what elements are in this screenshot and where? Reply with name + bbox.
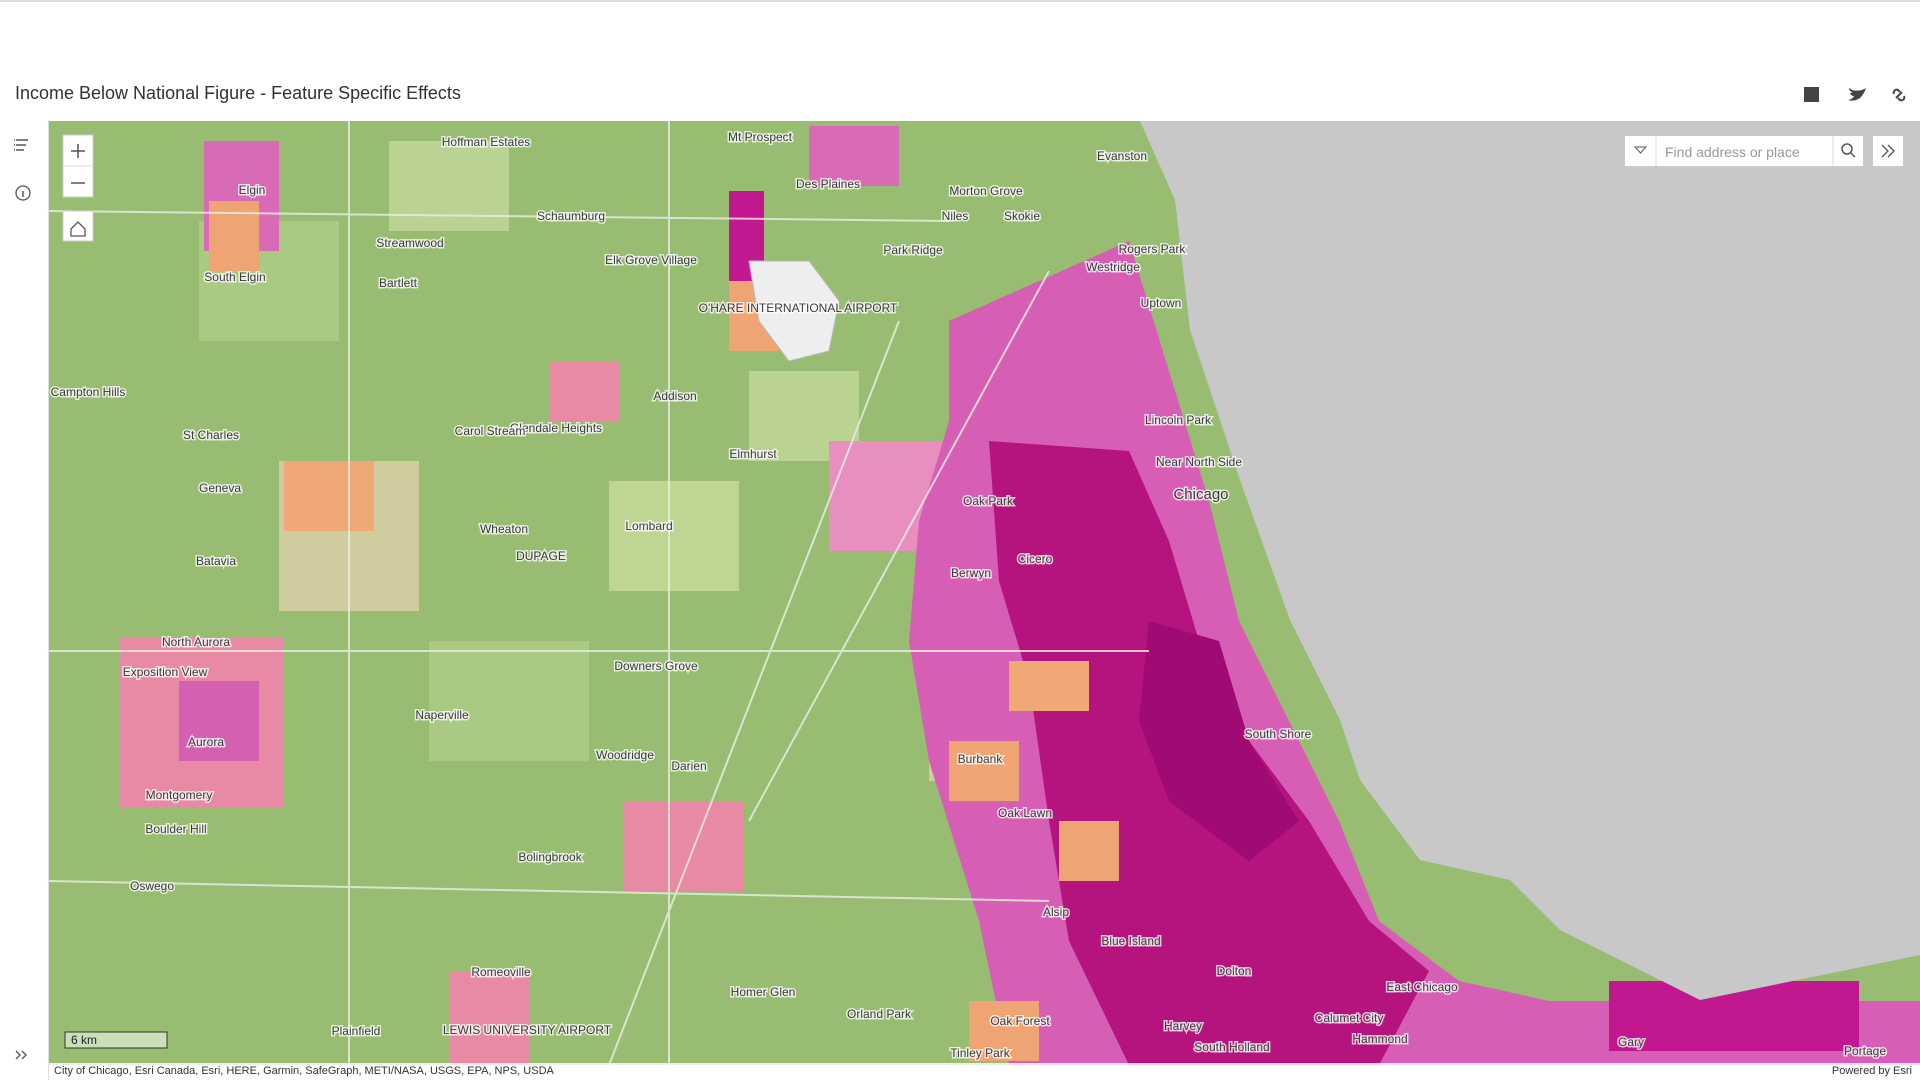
place-label: Elmhurst [729,447,777,461]
home-button[interactable] [70,221,86,237]
place-label: Naperville [415,708,469,722]
place-label: Bartlett [379,276,418,290]
expand-icon[interactable] [15,1050,27,1060]
place-label: Lincoln Park [1145,413,1212,427]
place-label: Glendale Heights [510,421,602,435]
place-label: Westridge [1086,260,1140,274]
place-label: Hoffman Estates [442,135,531,149]
place-label: Alsip [1043,905,1069,919]
place-label: Cicero [1018,552,1053,566]
link-icon[interactable] [1892,88,1906,102]
place-label: Schaumburg [537,209,605,223]
expand-panel[interactable] [1872,135,1904,167]
search-box[interactable]: Find address or place [1624,135,1864,167]
place-label: Darien [671,759,706,773]
place-label: Morton Grove [949,184,1023,198]
place-label: O'HARE INTERNATIONAL AIRPORT [699,301,898,315]
place-label: Boulder Hill [145,822,206,836]
search-icons [1633,136,1856,166]
zoom-controls [62,134,94,242]
place-label: South Shore [1245,727,1312,741]
place-label: Gary [1618,1035,1644,1049]
place-label: South Elgin [204,270,265,284]
search-source[interactable] [1633,146,1648,154]
place-label: Wheaton [480,522,528,536]
map[interactable]: 6 km Hoffman Estates Mt Prospect Evanston E… [49,121,1920,1065]
place-label: Calumet City [1315,1011,1384,1025]
place-label: Chicago [1173,486,1228,503]
place-label: DUPAGE [516,549,566,563]
place-label: Portage [1844,1044,1886,1058]
scale-bar: 6 km [64,1031,168,1049]
airport [748,260,840,362]
top-border [0,0,1920,2]
place-label: Park Ridge [883,243,943,257]
place-label: Dolton [1217,964,1252,978]
place-label: Elk Grove Village [605,253,697,267]
place-label: Oak Park [963,494,1014,508]
place-label: Woodridge [596,748,654,762]
lake-michigan [1140,121,1920,1000]
place-label: St Charles [183,428,239,442]
place-label: Burbank [958,752,1004,766]
place-label: Tinley Park [950,1046,1011,1060]
facebook-icon[interactable] [1804,87,1819,102]
place-label: Addison [653,389,696,403]
twitter-icon[interactable] [1848,88,1866,101]
scale-label: 6 km [71,1033,97,1047]
place-label: Homer Glen [731,985,796,999]
place-label: Aurora [188,735,224,749]
place-label: Hammond [1352,1032,1407,1046]
attribution-bar: City of Chicago, Esri Canada, Esri, HERE… [49,1063,1920,1080]
place-label: Elgin [239,183,266,197]
place-label: Skokie [1004,209,1040,223]
place-label: Batavia [196,554,236,568]
place-label: Oak Lawn [998,806,1052,820]
place-label: Near North Side [1156,455,1242,469]
place-label: Romeoville [471,965,531,979]
place-label: Harvey [1164,1019,1202,1033]
place-label: Plainfield [332,1024,381,1038]
place-label: Uptown [1141,296,1182,310]
share-icons [1804,87,1906,102]
place-label: Campton Hills [51,385,126,399]
place-label: Exposition View [123,665,208,679]
place-label: Lombard [625,519,672,533]
place-label: South Holland [1194,1040,1269,1054]
place-label: Geneva [199,481,241,495]
legend-icon[interactable] [14,139,28,151]
info-icon[interactable] [15,185,31,201]
place-label: Montgomery [146,788,213,802]
place-label: North Aurora [162,635,230,649]
place-label: Bolingbrook [518,850,582,864]
place-labels: Hoffman Estates Mt Prospect Evanston Elgin D… [49,129,1888,1062]
place-label: Rogers Park [1119,242,1187,256]
roads [49,121,1149,1065]
attribution: City of Chicago, Esri Canada, Esri, HERE… [54,1065,554,1077]
place-label: Des Plaines [796,177,860,191]
place-label: Downers Grove [614,659,698,673]
place-label: Berwyn [951,566,991,580]
place-label: LEWIS UNIVERSITY AIRPORT [443,1023,612,1037]
search-button[interactable] [1841,143,1853,155]
place-label: Blue Island [1101,934,1160,948]
place-label: Oak Forest [990,1014,1050,1028]
place-label: Niles [942,209,969,223]
place-label: Mt Prospect [728,130,793,144]
place-label: Orland Park [847,1007,912,1021]
place-label: Streamwood [376,236,443,250]
zoom-in[interactable] [71,144,85,158]
place-label: East Chicago [1386,980,1458,994]
place-label: Oswego [130,879,174,893]
app-title: Income Below National Figure - Feature S… [15,83,461,103]
powered-by: Powered by Esri [1831,1065,1912,1077]
sidebar [14,120,49,1080]
place-label: Evanston [1097,149,1147,163]
place-label: Carol Stream [455,424,526,438]
search-placeholder: Find address or place [1665,144,1800,160]
